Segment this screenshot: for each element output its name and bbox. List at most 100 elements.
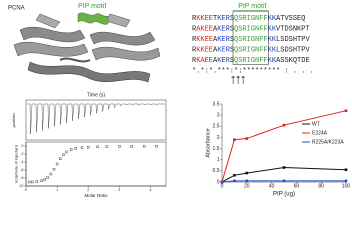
residues: A	[213, 46, 218, 54]
residues: R	[192, 25, 197, 33]
point	[282, 123, 286, 127]
residues: R	[192, 36, 197, 44]
y-tick-label: -6	[20, 168, 23, 172]
y-tick-label: 1	[217, 157, 220, 163]
x-tick-label: 3	[118, 188, 120, 192]
residues: KK	[268, 57, 277, 65]
residues: KER	[217, 57, 230, 65]
alignment-row: RKKEEAKERSQSRIGNFFKKLSDSHTPV	[192, 36, 310, 44]
point	[233, 138, 236, 141]
point	[43, 178, 46, 181]
x-tick-label: 0	[25, 188, 27, 192]
residues: QSRIGNFF	[234, 25, 268, 33]
x-tick-label: 40	[269, 183, 275, 189]
legend-label: E224A	[312, 130, 328, 136]
y-tick-label: 0.5	[213, 168, 220, 174]
point	[55, 162, 59, 166]
residues: KKEE	[196, 15, 213, 23]
residues: S	[230, 57, 234, 65]
residues: ASSKQTDE	[276, 57, 310, 65]
y-tick-label: -8	[20, 176, 23, 180]
point	[282, 179, 286, 183]
point	[245, 179, 249, 183]
conservation: *.*:*.***:*:********* : . . .	[192, 67, 314, 75]
point	[80, 146, 84, 149]
point	[130, 145, 133, 148]
point	[87, 145, 90, 149]
point	[59, 157, 62, 161]
y-tick-label: 0	[22, 144, 24, 148]
residues: S	[230, 46, 234, 54]
residues: R	[192, 57, 197, 65]
point	[31, 180, 34, 184]
point	[105, 145, 109, 148]
point	[96, 145, 99, 149]
alignment-row: RKAEEAKERSQSRIGNFFKKASSKQTDE	[192, 57, 310, 65]
point	[49, 172, 53, 176]
residues: QSRIGNFF	[234, 36, 268, 44]
residues: LSDSHTPV	[276, 36, 310, 44]
y-tick-label: 3.5	[213, 101, 220, 107]
x-tick-label: 0	[221, 183, 224, 189]
residues: QSRIGNFF	[234, 15, 268, 23]
x-axis-label: PIP (ug)	[273, 192, 295, 198]
point	[344, 168, 348, 172]
point	[245, 137, 249, 140]
point	[344, 179, 348, 183]
legend-label: WT	[312, 121, 320, 127]
itc-top-frame	[25, 99, 167, 141]
point	[40, 179, 43, 183]
point	[65, 150, 68, 154]
series-line	[221, 110, 347, 183]
residues: QSRIGNFF	[234, 46, 268, 54]
residues: KK	[268, 15, 277, 23]
point	[233, 179, 236, 183]
point	[52, 167, 56, 171]
residues: KKEE	[196, 46, 213, 54]
point	[27, 180, 31, 184]
x-tick-label: 20	[244, 183, 250, 189]
x-tick-label: 2	[87, 188, 89, 192]
residues: S	[230, 36, 234, 44]
y-tick-label: 3	[217, 112, 220, 118]
residues: R	[192, 15, 197, 23]
residues: KER	[217, 15, 230, 23]
residues: KK	[268, 46, 277, 54]
arrows: ↑↑↑	[230, 71, 246, 87]
x-tick-label: 1	[56, 188, 58, 192]
x-tick-label: 60	[294, 183, 300, 189]
residues: KER	[217, 36, 230, 44]
residues: KK	[268, 25, 277, 33]
itc-bottom-frame	[25, 141, 167, 187]
residues: A	[213, 57, 218, 65]
y-tick-label: 1.5	[213, 146, 220, 152]
y-tick-label: 0	[217, 179, 220, 185]
point	[233, 174, 236, 177]
residues: KER	[217, 46, 230, 54]
y-axis-label: Absorbance	[205, 128, 211, 157]
point	[143, 144, 146, 148]
point	[46, 176, 49, 179]
alignment-row: RAKEEAKERSQSRIGNFFKKVTDSNKPT	[192, 25, 310, 33]
y-tick-label: -2	[20, 152, 23, 156]
x-tick-label: 4	[149, 188, 151, 192]
protein-structure	[13, 12, 161, 83]
motif-label: PIP motif	[78, 3, 106, 10]
residues: T	[213, 15, 217, 23]
alignment-header: PIP motif	[238, 3, 266, 10]
y-axis-label: kcal/mole of injectant	[13, 144, 18, 182]
residues: AKEE	[196, 25, 213, 33]
y-tick-label: 2.5	[213, 124, 220, 130]
x-axis-label: Molar Ratio	[84, 193, 108, 198]
page: { "protein": {"label": "PCNA", "motif_la…	[8, 2, 351, 198]
residues: KER	[217, 25, 230, 33]
residues: S	[230, 15, 234, 23]
point	[220, 180, 224, 184]
point	[74, 147, 77, 150]
point	[69, 148, 73, 151]
point	[344, 109, 348, 112]
residues: A	[213, 25, 218, 33]
point	[118, 145, 121, 148]
residues: A	[213, 36, 218, 44]
residues: S	[230, 25, 234, 33]
